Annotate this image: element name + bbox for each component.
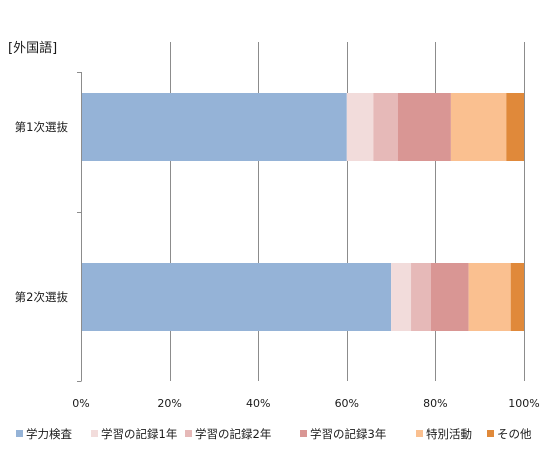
category-label: 第2次選抜 [15, 290, 69, 304]
bar-segment [411, 263, 431, 331]
chart-title: [外国語] [8, 40, 57, 56]
bar-segment [506, 93, 524, 161]
x-tick-label: 60% [335, 397, 359, 410]
bar-segment [81, 263, 392, 331]
x-tick-label: 0% [72, 397, 89, 410]
x-tick-label: 100% [508, 397, 539, 410]
legend-swatch [185, 430, 192, 437]
x-tick-label: 80% [423, 397, 447, 410]
bar-segment [397, 93, 451, 161]
legend-label: 学習の記録2年 [195, 427, 271, 441]
bar-segment [510, 263, 524, 331]
legend-swatch [300, 430, 307, 437]
bars [81, 93, 524, 331]
bar-segment [391, 263, 412, 331]
legend-label: 学習の記録1年 [101, 427, 177, 441]
legend: 学力検査 学習の記録1年 学習の記録2年 学習の記録3年 特別活動 その他 [16, 427, 532, 441]
legend-label: 学習の記録3年 [310, 427, 386, 441]
bar-segment [450, 93, 507, 161]
x-tick-label: 40% [246, 397, 270, 410]
bar-segment [81, 93, 347, 161]
bar-segment [346, 93, 374, 161]
legend-label: 特別活動 [426, 427, 472, 441]
x-tick-label: 20% [157, 397, 181, 410]
bar-segment [430, 263, 469, 331]
bar-segment [468, 263, 511, 331]
legend-label: 学力検査 [26, 427, 72, 441]
legend-swatch [16, 430, 23, 437]
legend-swatch [416, 430, 423, 437]
bar-segment [373, 93, 398, 161]
legend-swatch [487, 430, 494, 437]
legend-label: その他 [497, 427, 532, 441]
legend-swatch [91, 430, 98, 437]
category-label: 第1次選抜 [15, 120, 69, 134]
